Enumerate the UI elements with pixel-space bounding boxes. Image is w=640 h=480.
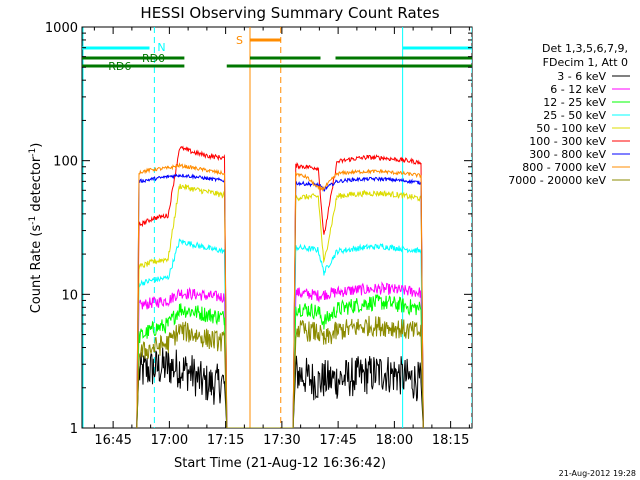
legend-entry-label: 7000 - 20000 keV <box>508 174 606 187</box>
footer-timestamp: 21-Aug-2012 19:28 <box>559 469 636 478</box>
legend-header-line-1: Det 1,3,5,6,7,9, <box>542 42 628 55</box>
chart-title: HESSI Observing Summary Count Rates <box>140 4 439 22</box>
y-label-sup2: -1 <box>28 148 38 157</box>
series-line <box>136 281 424 428</box>
legend-entry-label: 12 - 25 keV <box>543 96 606 109</box>
s-flag-label: S <box>236 34 243 47</box>
y-label-sup1: -1 <box>28 216 38 225</box>
legend-entry-label: 100 - 300 keV <box>529 135 606 148</box>
legend-header-line-2: FDecim 1, Att 0 <box>543 56 628 69</box>
legend-entry-label: 300 - 800 keV <box>529 148 606 161</box>
y-tick-label: 1 <box>70 422 78 437</box>
y-label-part1: Count Rate (s <box>29 225 44 314</box>
y-tick-label: 1000 <box>45 21 78 36</box>
series-line <box>136 238 424 428</box>
series-line <box>136 145 424 428</box>
series-layer <box>136 145 424 428</box>
series-line <box>136 294 424 428</box>
y-tick-label: 10 <box>61 288 78 303</box>
x-tick-label: 17:15 <box>207 433 244 448</box>
series-line <box>136 183 424 428</box>
x-tick-label: 18:15 <box>432 433 469 448</box>
rd0-flag-label: RD0 <box>142 52 165 65</box>
x-tick-label: 18:00 <box>376 433 413 448</box>
x-tick-label: 17:00 <box>151 433 188 448</box>
x-tick-label: 16:45 <box>94 433 131 448</box>
rd6-flag-label: RD6 <box>108 60 131 73</box>
y-label-part2: detector <box>29 156 44 216</box>
x-axis-label: Start Time (21-Aug-12 16:36:42) <box>174 456 386 471</box>
legend-entry-label: 3 - 6 keV <box>557 70 606 83</box>
y-label-part3: ) <box>29 143 44 148</box>
legend-entry-label: 50 - 100 keV <box>536 122 606 135</box>
series-line <box>136 347 424 428</box>
legend-entry-label: 6 - 12 keV <box>550 83 606 96</box>
x-tick-label: 17:45 <box>319 433 356 448</box>
x-tick-label: 17:30 <box>263 433 300 448</box>
series-line <box>136 162 424 428</box>
legend-entry-label: 25 - 50 keV <box>543 109 606 122</box>
y-tick-label: 100 <box>53 155 78 170</box>
y-axis-label: Count Rate (s-1 detector-1) <box>28 143 44 314</box>
n-flag-label: N <box>157 41 165 54</box>
legend-entry-label: 800 - 7000 keV <box>522 161 606 174</box>
axis-layer: 16:45 17:00 17:15 17:30 17:45 18:00 18:15 1 10 10… <box>45 21 472 448</box>
series-line <box>136 173 424 428</box>
series-line <box>136 315 424 428</box>
